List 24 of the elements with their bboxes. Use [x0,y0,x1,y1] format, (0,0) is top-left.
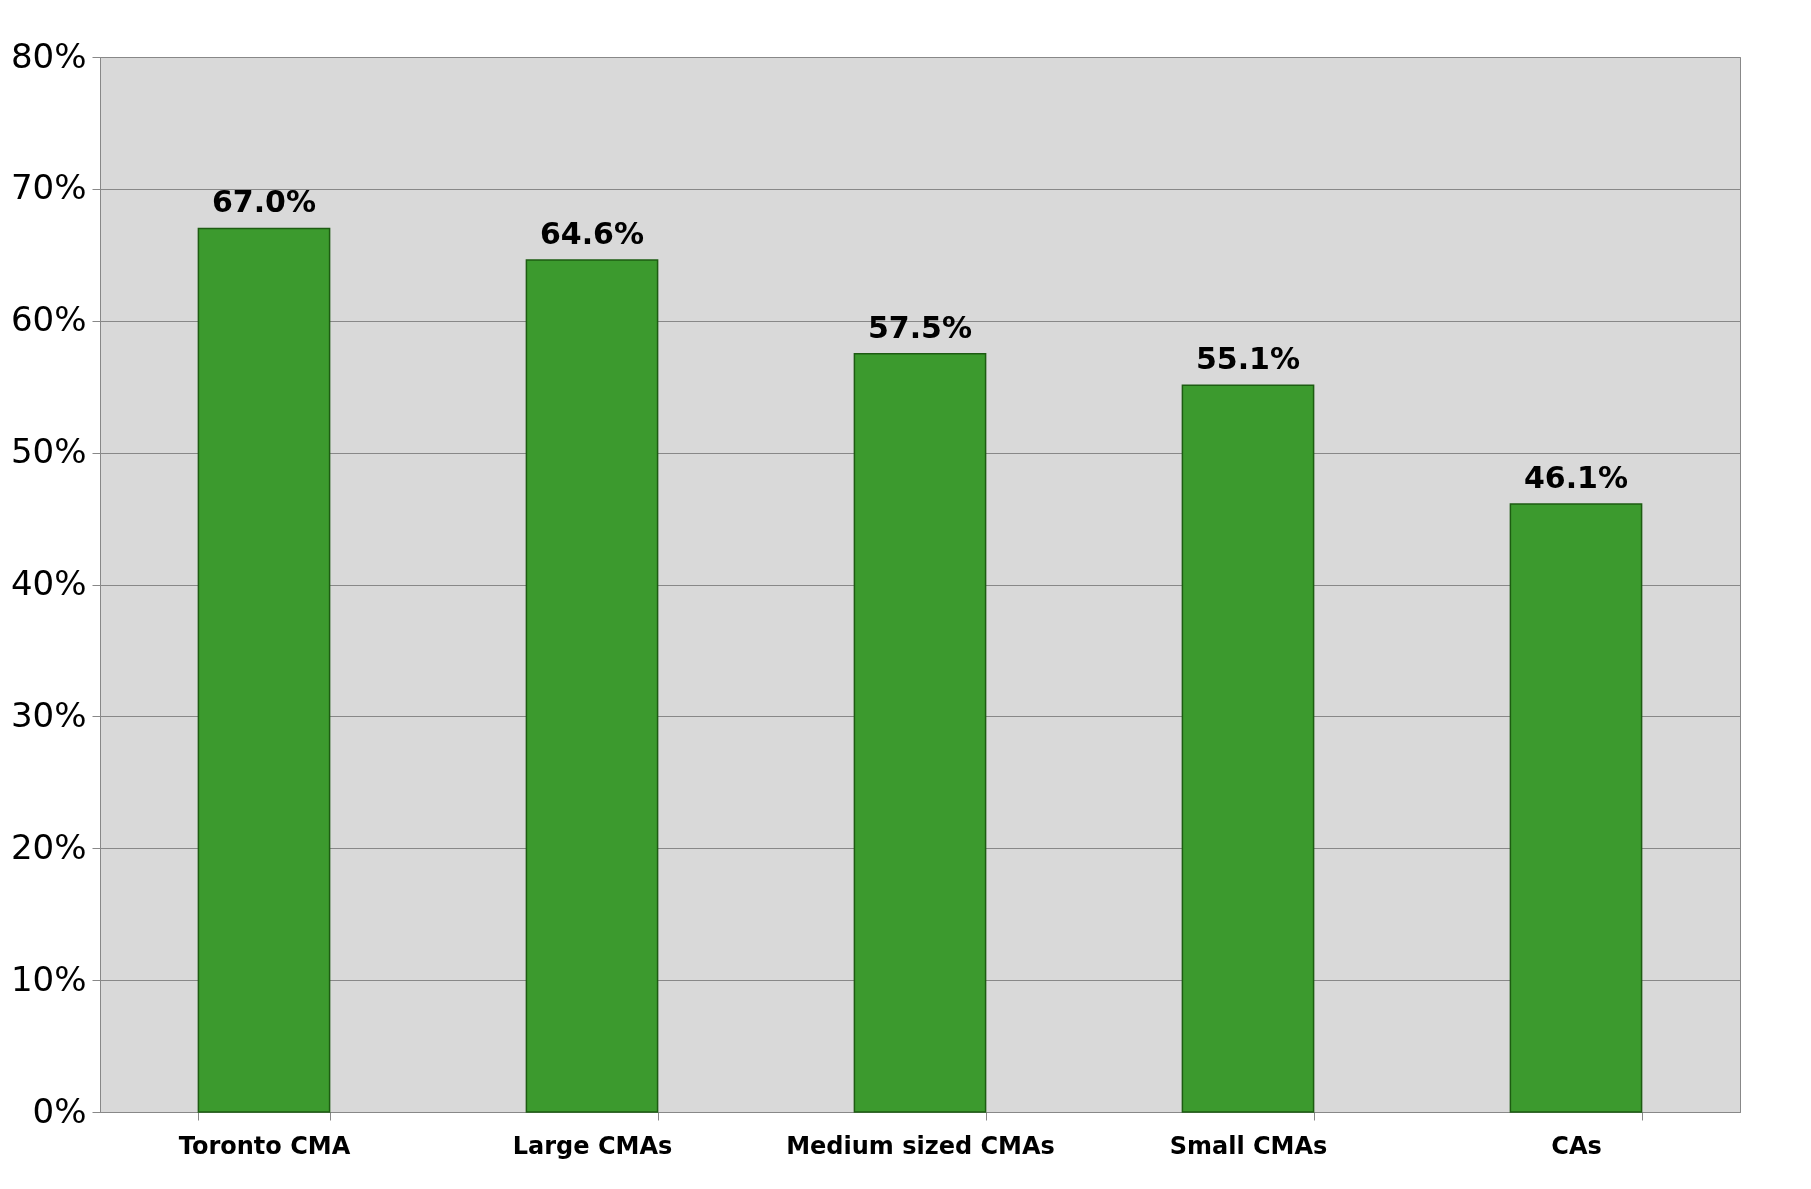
bar [1181,384,1315,1113]
y-tick-label: 40% [10,563,87,603]
data-label: 67.0% [211,184,317,220]
y-tick-label: 0% [32,1090,87,1131]
bar [1509,503,1643,1113]
bar [853,352,987,1113]
x-tick-label: Toronto CMA [178,1131,351,1160]
bar [525,259,659,1113]
y-tick-label: 70% [10,167,87,208]
bar [197,227,331,1113]
data-label: 46.1% [1523,460,1629,496]
y-tick-label: 10% [10,958,87,999]
x-tick-label: Large CMAs [512,1131,673,1160]
y-tick-label: 30% [10,694,87,735]
y-tick-label: 80% [10,35,87,76]
x-tick-label: Medium sized CMAs [786,1131,1055,1160]
data-label: 64.6% [539,216,645,252]
data-label: 57.5% [867,309,973,345]
y-tick-label: 50% [10,431,87,472]
x-tick-label: CAs [1551,1131,1602,1160]
y-tick-label: 60% [10,299,87,340]
y-tick-label: 20% [10,826,87,867]
x-tick-label: Small CMAs [1169,1131,1328,1160]
data-label: 55.1% [1195,341,1301,377]
